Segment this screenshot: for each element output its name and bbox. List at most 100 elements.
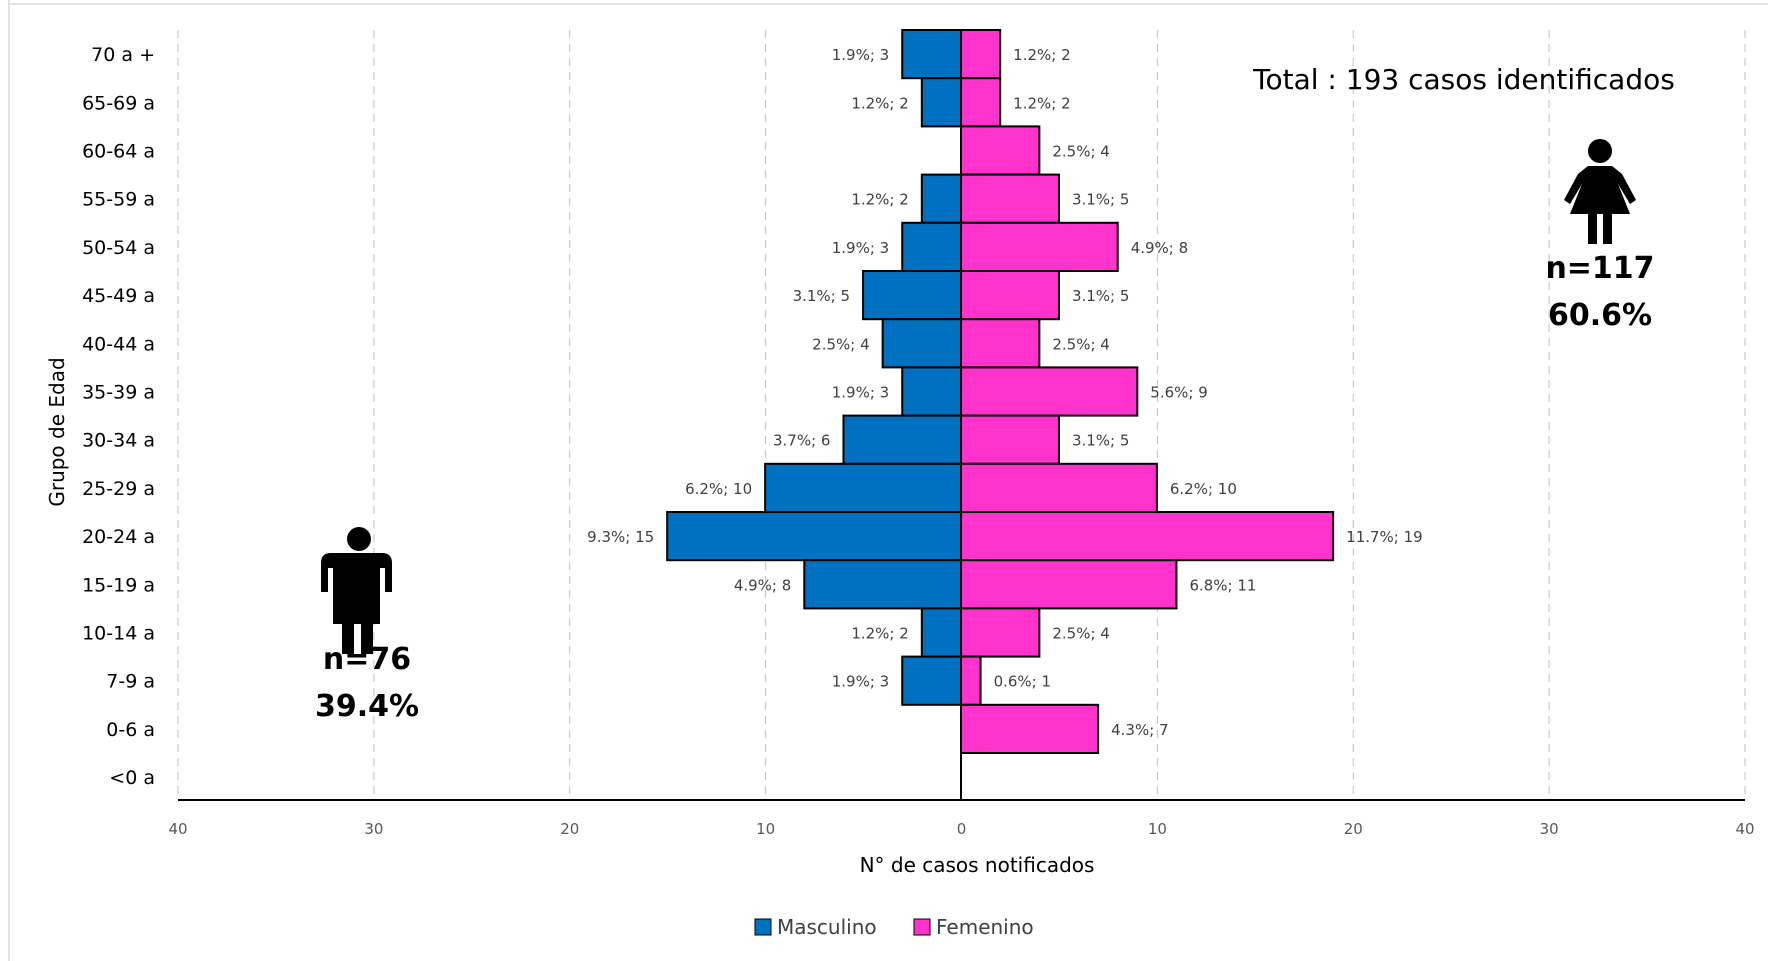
category-label: 30-34 a [82, 430, 155, 452]
y-axis-title: Grupo de Edad [45, 357, 69, 506]
data-label-femenino: 0.6%; 1 [994, 673, 1051, 691]
data-label-femenino: 3.1%; 5 [1072, 287, 1129, 305]
data-label-masculino: 1.9%; 3 [832, 384, 889, 402]
category-label: 45-49 a [82, 285, 155, 307]
bar-femenino [960, 414, 1060, 465]
x-tick-label: 40 [168, 820, 187, 838]
bar-femenino [960, 462, 1158, 513]
female-percentage: 60.6% [1548, 298, 1652, 333]
axes [178, 30, 1745, 801]
data-label-masculino: 1.9%; 3 [832, 673, 889, 691]
bar-masculino [666, 511, 962, 562]
data-label-masculino: 9.3%; 15 [587, 528, 654, 546]
bar-masculino [901, 29, 962, 80]
data-label-femenino: 5.6%; 9 [1150, 384, 1207, 402]
bar-femenino [960, 125, 1041, 176]
male-count: n=76 [323, 642, 411, 677]
x-tick-label: 20 [560, 820, 579, 838]
bar-femenino [960, 173, 1060, 224]
category-label: 40-44 a [82, 333, 155, 355]
category-labels: 70 a + 65-69 a 60-64 a 55-59 a 50-54 a 45-49 … [82, 44, 155, 789]
x-tick-label: 30 [1540, 820, 1559, 838]
data-label-masculino: 3.1%; 5 [793, 287, 850, 305]
bar-femenino [960, 270, 1060, 321]
legend-swatch-masculino [754, 918, 772, 936]
data-label-masculino: 2.5%; 4 [812, 335, 869, 353]
bar-masculino [901, 366, 962, 417]
bar-masculino [901, 655, 962, 706]
x-tick-label: 0 [957, 820, 967, 838]
x-tick-label: 10 [1148, 820, 1167, 838]
data-label-femenino: 4.3%; 7 [1111, 721, 1168, 739]
data-label-femenino: 1.2%; 2 [1013, 46, 1070, 64]
female-count: n=117 [1545, 251, 1654, 286]
category-label: 10-14 a [82, 623, 155, 645]
legend: Masculino Femenino [754, 915, 1034, 939]
data-label-masculino: 4.9%; 8 [734, 576, 791, 594]
data-label-femenino: 6.8%; 11 [1189, 576, 1256, 594]
category-label: 65-69 a [82, 92, 155, 114]
woman-icon [1564, 139, 1636, 244]
bar-femenino [960, 607, 1041, 658]
category-label: <0 a [109, 767, 155, 789]
x-axis-title: N° de casos notificados [860, 853, 1095, 877]
category-label: 50-54 a [82, 237, 155, 259]
data-label-masculino: 1.2%; 2 [851, 625, 908, 643]
bar-masculino [862, 270, 962, 321]
legend-swatch-femenino [913, 918, 931, 936]
bar-masculino [920, 607, 963, 658]
data-label-femenino: 4.9%; 8 [1131, 239, 1188, 257]
category-label: 55-59 a [82, 189, 155, 211]
x-tick-labels: 40 30 20 10 0 10 20 30 40 [168, 820, 1754, 838]
x-tick-label: 40 [1735, 820, 1754, 838]
category-label: 0-6 a [106, 719, 155, 741]
data-label-masculino: 1.2%; 2 [851, 191, 908, 209]
bar-masculino [842, 414, 962, 465]
bar-masculino [901, 221, 962, 273]
male-percentage: 39.4% [315, 689, 419, 724]
data-label-femenino: 2.5%; 4 [1052, 335, 1109, 353]
data-label-femenino: 3.1%; 5 [1072, 191, 1129, 209]
data-label-masculino: 6.2%; 10 [685, 480, 752, 498]
category-label: 35-39 a [82, 382, 155, 404]
bar-masculino [920, 77, 963, 128]
data-label-femenino: 2.5%; 4 [1052, 143, 1109, 161]
data-label-femenino: 2.5%; 4 [1052, 625, 1109, 643]
category-label: 25-29 a [82, 478, 155, 500]
data-label-masculino: 1.9%; 3 [832, 239, 889, 257]
bar-masculino [764, 462, 962, 513]
bar-femenino [960, 511, 1335, 562]
bar-femenino [960, 366, 1139, 417]
bars [666, 29, 1335, 754]
legend-label-femenino: Femenino [936, 915, 1034, 939]
category-label: 7-9 a [106, 671, 155, 693]
bar-femenino [960, 703, 1100, 754]
bar-masculino [881, 318, 963, 369]
bar-femenino [960, 655, 982, 706]
bar-femenino [960, 221, 1119, 273]
category-label: 20-24 a [82, 526, 155, 548]
total-annotation: Total : 193 casos identificados [1252, 63, 1675, 96]
x-tick-label: 10 [756, 820, 775, 838]
data-label-femenino: 3.1%; 5 [1072, 432, 1129, 450]
data-label-masculino: 3.7%; 6 [773, 432, 830, 450]
x-tick-label: 20 [1344, 820, 1363, 838]
data-label-femenino: 1.2%; 2 [1013, 94, 1070, 112]
category-label: 60-64 a [82, 141, 155, 163]
category-label: 70 a + [91, 44, 155, 66]
bar-femenino [960, 77, 1002, 128]
data-labels: 1.9%; 3 1.2%; 2 1.2%; 2 1.2%; 2 2.5%; 4 1.2%;… [587, 46, 1423, 739]
category-label: 15-19 a [82, 574, 155, 596]
bar-femenino [960, 318, 1041, 369]
bar-femenino [960, 29, 1002, 80]
data-label-femenino: 11.7%; 19 [1346, 528, 1423, 546]
data-label-femenino: 6.2%; 10 [1170, 480, 1237, 498]
data-label-masculino: 1.2%; 2 [851, 94, 908, 112]
legend-label-masculino: Masculino [777, 915, 877, 939]
man-icon [321, 527, 392, 654]
x-tick-label: 30 [364, 820, 383, 838]
data-label-masculino: 1.9%; 3 [832, 46, 889, 64]
bar-masculino [920, 173, 963, 224]
